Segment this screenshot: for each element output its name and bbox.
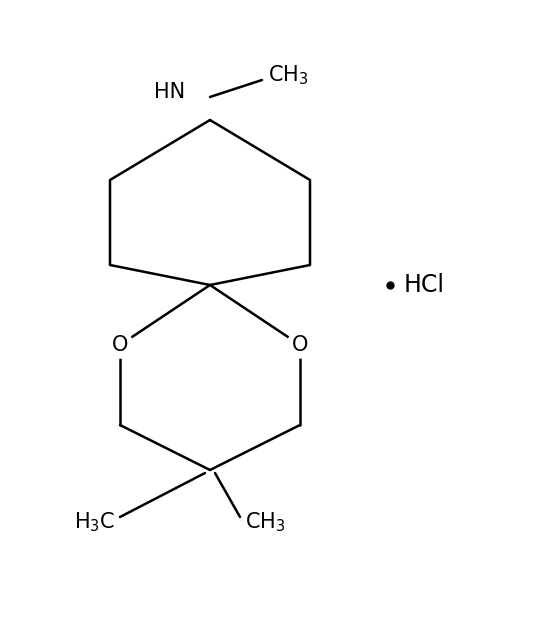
Text: H$_3$C: H$_3$C	[74, 510, 115, 534]
Circle shape	[107, 332, 133, 358]
Text: O: O	[112, 335, 128, 355]
Text: HN: HN	[154, 82, 185, 102]
Text: HCl: HCl	[404, 273, 445, 297]
Text: CH$_3$: CH$_3$	[268, 63, 308, 87]
Circle shape	[287, 332, 313, 358]
Text: CH$_3$: CH$_3$	[245, 510, 286, 534]
Text: O: O	[292, 335, 308, 355]
